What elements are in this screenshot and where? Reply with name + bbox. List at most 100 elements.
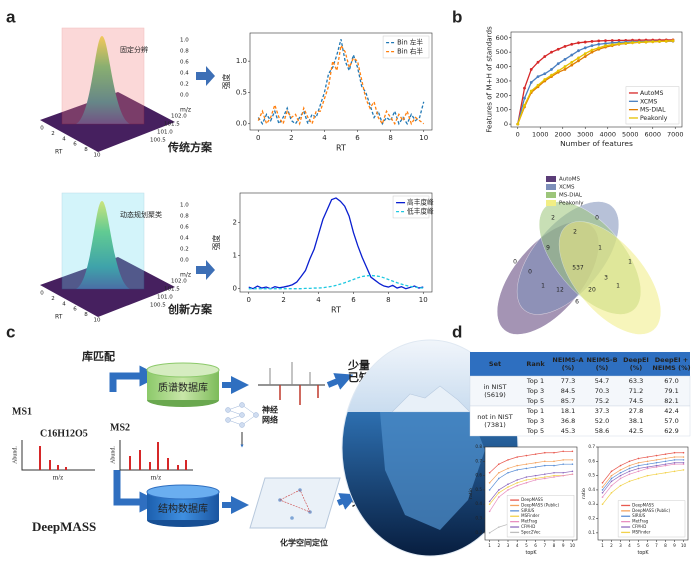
axis-label: Abund. — [110, 446, 116, 464]
point — [628, 464, 631, 467]
table-cell: Top 5 — [526, 397, 544, 405]
y-tick-label: 0.8 — [475, 444, 482, 449]
venn-count: 1 — [541, 283, 545, 290]
point — [498, 463, 500, 465]
x-tick-label: 1000 — [532, 131, 549, 139]
point — [664, 463, 667, 465]
point — [631, 41, 634, 45]
table-header-cell: (%) — [562, 364, 574, 372]
legend-label: CFM-ID — [521, 524, 535, 529]
legend-label: CFM-ID — [632, 524, 646, 529]
legend-label: MetFrag — [632, 519, 649, 524]
point — [673, 463, 676, 465]
point — [516, 479, 518, 481]
series-line — [489, 473, 573, 505]
y-axis-label: 强度 — [211, 235, 221, 251]
point — [556, 69, 560, 73]
point — [646, 466, 649, 468]
table-cell: 52.0 — [595, 417, 609, 425]
point — [553, 471, 555, 474]
point — [610, 470, 613, 473]
point — [550, 50, 553, 54]
venn-count: 1 — [628, 259, 632, 266]
table-cell: Top 3 — [526, 387, 544, 395]
legend-label: MS-DIAL — [559, 193, 583, 199]
table-cell: 74.5 — [629, 397, 643, 405]
y-tick-label: 0.7 — [588, 444, 595, 449]
point — [628, 480, 631, 483]
x-axis-label: Number of features — [560, 139, 633, 148]
legend-label: SIRIUS — [521, 508, 535, 513]
point — [544, 451, 546, 454]
z-tick-label: 0.2 — [180, 82, 189, 88]
venn-count: 1 — [616, 283, 620, 290]
point — [563, 57, 567, 61]
point — [655, 454, 658, 457]
point — [658, 39, 661, 43]
table-cell: 70.3 — [595, 387, 609, 395]
point — [682, 451, 685, 454]
point — [525, 481, 528, 484]
rt-tick-label: 0 — [40, 291, 44, 297]
table-header-cell: NEIMS-B — [586, 356, 617, 364]
rt-tick-label: 6 — [73, 307, 77, 313]
axis-label: Abund. — [12, 446, 18, 464]
y-tick-label: 0.2 — [475, 530, 482, 535]
point — [553, 451, 555, 454]
x-tick-label: 4 — [316, 296, 321, 304]
table-cell: Top 1 — [526, 407, 544, 415]
axis-label: RT — [55, 314, 63, 321]
series-line — [602, 459, 684, 491]
series-line — [257, 39, 425, 126]
point — [646, 467, 649, 470]
y-tick-label: 200 — [496, 91, 508, 99]
table-header-cell: (%) — [630, 364, 642, 372]
point — [544, 460, 546, 463]
legend-swatch — [546, 184, 556, 190]
series-line — [489, 463, 573, 491]
neural-net-icon — [225, 402, 259, 428]
y-tick-label: 0.4 — [475, 501, 482, 506]
point — [610, 477, 613, 480]
point — [651, 40, 655, 44]
x-tick-label: 0 — [246, 296, 250, 304]
arrow — [109, 365, 161, 392]
mz-tick-label: 100.5 — [150, 303, 166, 309]
point — [488, 510, 491, 513]
point — [534, 477, 537, 480]
table-header-cell: NEIMS (%) — [652, 364, 690, 372]
axis — [21, 440, 95, 471]
point — [570, 42, 574, 46]
mz-tick-label: 100.5 — [150, 138, 166, 144]
point — [577, 41, 580, 45]
table-cell: 71.2 — [629, 387, 643, 395]
label: 少量 — [347, 358, 370, 372]
x-tick-label: 3 — [619, 543, 622, 548]
rt-tick-label: 8 — [84, 147, 88, 153]
table-cell: 77.3 — [561, 377, 575, 385]
rt-tick-label: 0 — [40, 126, 44, 132]
table-cell: 58.6 — [595, 427, 609, 435]
point — [673, 470, 676, 473]
point — [590, 39, 594, 43]
point — [507, 467, 509, 470]
point — [571, 450, 574, 453]
point — [562, 450, 564, 453]
x-tick-label: 6 — [351, 296, 356, 304]
legend-label: MSFinder — [521, 513, 540, 518]
point — [571, 463, 574, 465]
x-tick-label: 7 — [543, 543, 546, 548]
y-tick-label: 1 — [233, 252, 237, 260]
mz-tick-label: 101.5 — [164, 287, 180, 293]
point — [646, 456, 649, 458]
z-tick-label: 0.4 — [180, 71, 189, 77]
rt-tick-label: 2 — [51, 131, 55, 137]
surface-peak — [76, 36, 130, 124]
table-cell: 36.8 — [561, 417, 575, 425]
axis-label: m/z — [180, 272, 191, 279]
y-tick-label: 0.2 — [588, 516, 595, 521]
label: 结构数据库 — [158, 502, 208, 515]
point — [682, 461, 685, 464]
x-tick-label: 4 — [628, 543, 631, 548]
